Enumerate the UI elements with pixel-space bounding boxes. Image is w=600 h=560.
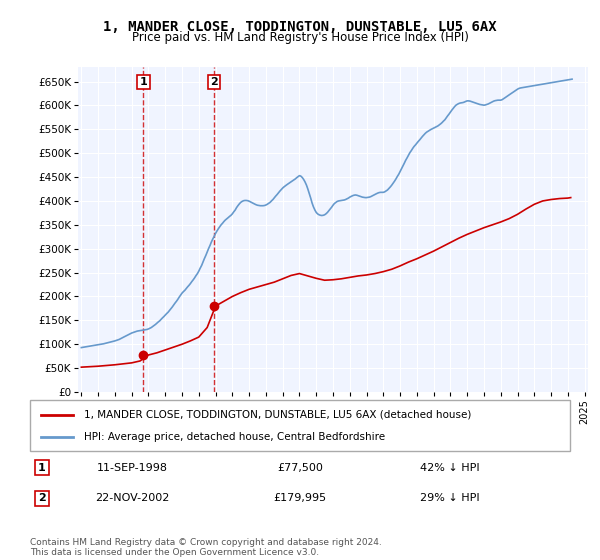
Text: 29% ↓ HPI: 29% ↓ HPI <box>420 493 480 503</box>
Text: 1: 1 <box>38 463 46 473</box>
Text: 42% ↓ HPI: 42% ↓ HPI <box>420 463 480 473</box>
FancyBboxPatch shape <box>30 400 570 451</box>
Text: 1: 1 <box>140 77 148 87</box>
Text: Contains HM Land Registry data © Crown copyright and database right 2024.
This d: Contains HM Land Registry data © Crown c… <box>30 538 382 557</box>
Text: 1, MANDER CLOSE, TODDINGTON, DUNSTABLE, LU5 6AX: 1, MANDER CLOSE, TODDINGTON, DUNSTABLE, … <box>103 20 497 34</box>
Text: 2: 2 <box>210 77 218 87</box>
Text: 1, MANDER CLOSE, TODDINGTON, DUNSTABLE, LU5 6AX (detached house): 1, MANDER CLOSE, TODDINGTON, DUNSTABLE, … <box>84 409 472 419</box>
Text: 22-NOV-2002: 22-NOV-2002 <box>95 493 169 503</box>
Text: £179,995: £179,995 <box>274 493 326 503</box>
Text: Price paid vs. HM Land Registry's House Price Index (HPI): Price paid vs. HM Land Registry's House … <box>131 31 469 44</box>
Text: HPI: Average price, detached house, Central Bedfordshire: HPI: Average price, detached house, Cent… <box>84 432 385 442</box>
Text: 11-SEP-1998: 11-SEP-1998 <box>97 463 167 473</box>
Text: £77,500: £77,500 <box>277 463 323 473</box>
Text: 2: 2 <box>38 493 46 503</box>
